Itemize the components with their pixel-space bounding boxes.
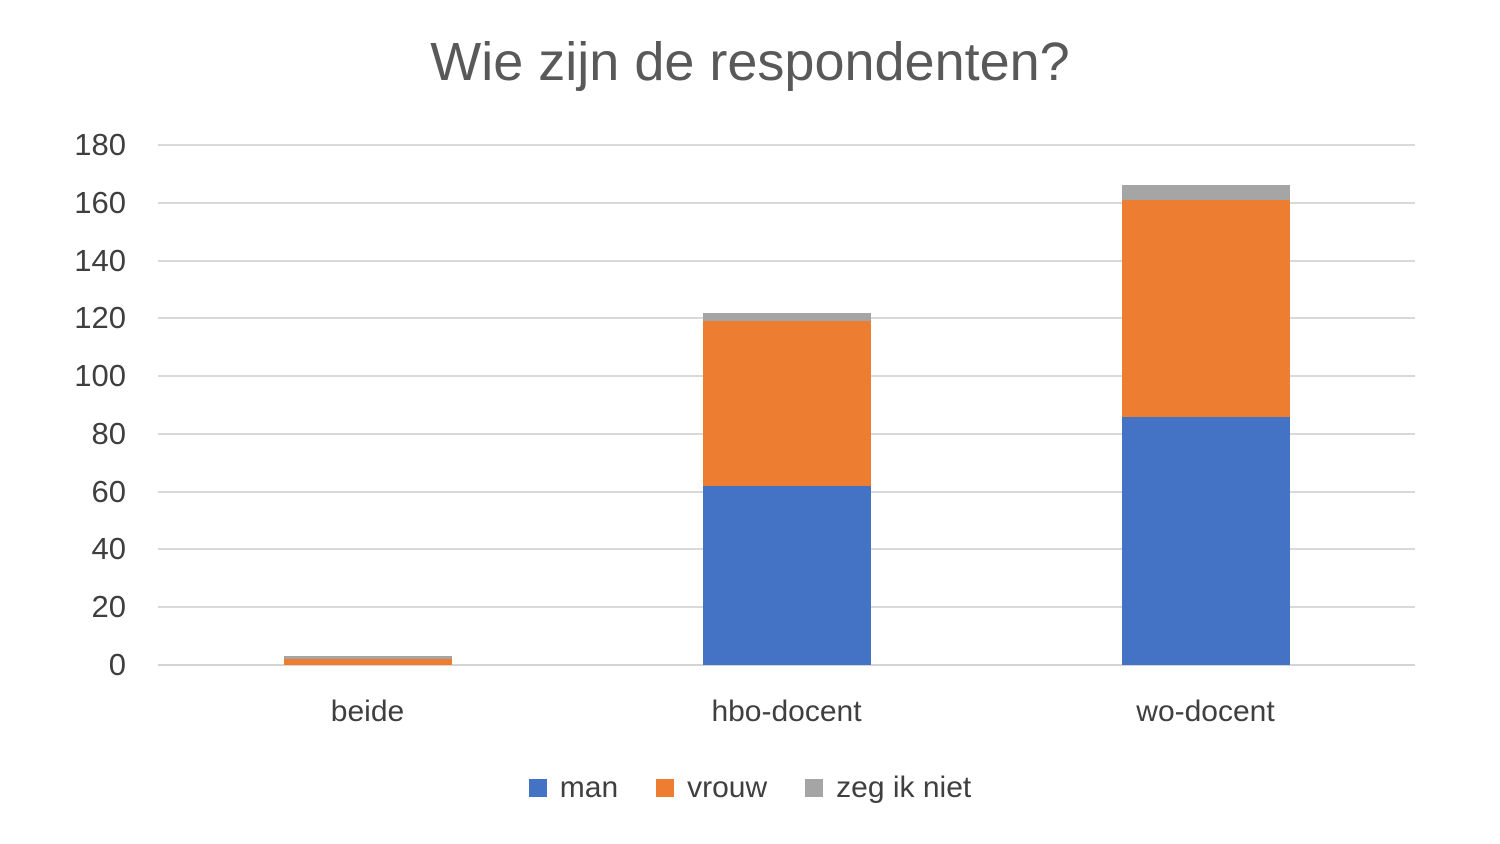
y-axis-tick-label: 0	[108, 647, 126, 682]
bar-segment-zeg-ik-niet-hbo-docent	[702, 312, 871, 322]
y-axis-tick-label: 60	[91, 473, 126, 509]
legend-swatch-icon	[528, 779, 547, 797]
gridline	[158, 144, 1415, 146]
bar-segment-zeg-ik-niet-beide	[283, 656, 452, 660]
chart-title: Wie zijn de respondenten?	[430, 32, 1070, 92]
x-axis-category-label: hbo-docent	[711, 695, 862, 728]
y-axis-tick-label: 160	[74, 184, 126, 220]
bar-segment-man-hbo-docent	[702, 485, 871, 665]
legend-swatch-icon	[805, 779, 824, 797]
y-axis-tick-label: 80	[91, 415, 126, 451]
y-axis-tick-label: 40	[91, 531, 126, 567]
y-axis-tick-label: 20	[91, 589, 126, 625]
legend-item-vrouw: vrouw	[656, 770, 767, 806]
gridline	[158, 259, 1415, 262]
bar-segment-vrouw-hbo-docent	[702, 321, 871, 486]
y-axis-tick-label: 140	[74, 242, 126, 278]
legend-label: man	[559, 771, 619, 804]
legend-item-man: man	[528, 770, 619, 806]
x-axis-category-label: beide	[330, 695, 405, 728]
x-axis-category-label: wo-docent	[1136, 695, 1275, 728]
legend-label: zeg ik niet	[836, 771, 972, 804]
x-axis-line	[158, 664, 1415, 666]
bar-segment-vrouw-wo-docent	[1121, 199, 1290, 417]
y-axis-tick-label: 180	[74, 127, 126, 162]
y-axis-tick-label: 120	[74, 300, 126, 336]
legend-swatch-icon	[656, 779, 675, 797]
bar-segment-vrouw-beide	[283, 659, 452, 665]
bar-segment-zeg-ik-niet-wo-docent	[1121, 185, 1290, 200]
bar-segment-man-wo-docent	[1121, 416, 1290, 665]
gridline	[158, 201, 1415, 204]
y-axis-tick-label: 100	[74, 358, 126, 394]
legend-label: vrouw	[687, 771, 768, 804]
legend: man vrouw zeg ik niet	[0, 770, 1500, 806]
legend-item-zeg-ik-niet: zeg ik niet	[805, 770, 971, 806]
